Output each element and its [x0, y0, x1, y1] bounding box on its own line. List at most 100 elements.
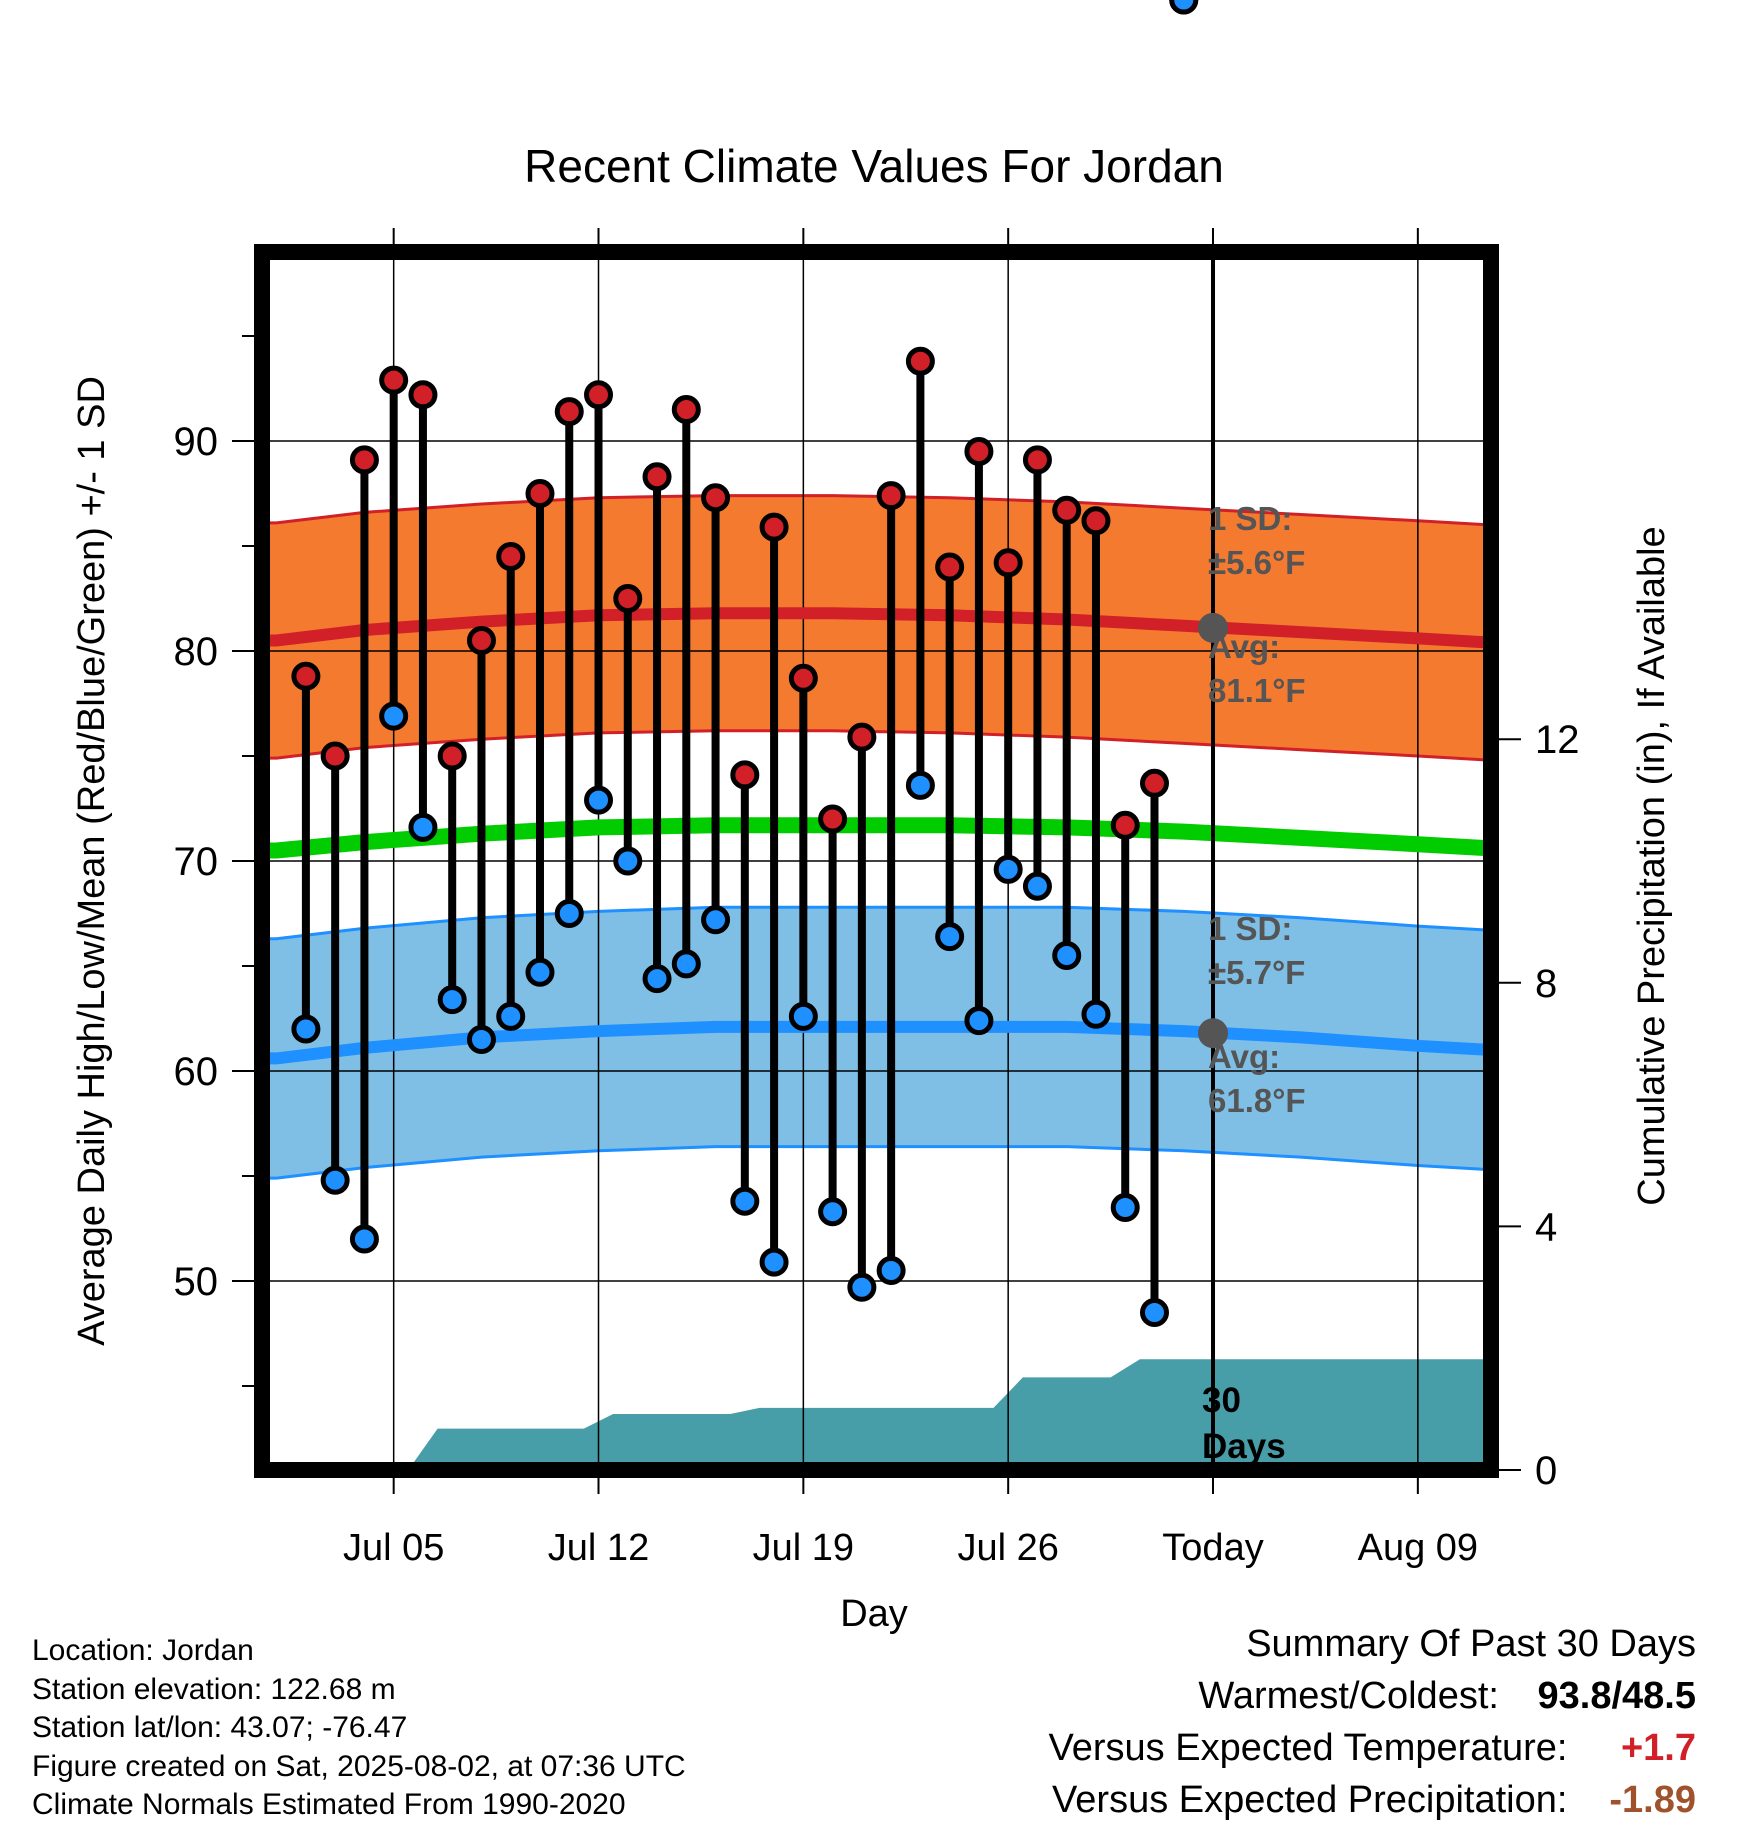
y2-tick-label: 4	[1535, 1205, 1557, 1249]
low-point	[584, 785, 614, 815]
high-point	[818, 804, 848, 834]
high-sd-label: 1 SD:	[1208, 500, 1292, 537]
high-point	[876, 481, 906, 511]
high-avg-marker	[1198, 612, 1229, 643]
precip-area	[262, 1359, 1491, 1470]
x-tick-label: Aug 09	[1358, 1527, 1478, 1569]
high-point	[379, 365, 409, 395]
grid-lines	[262, 252, 1491, 1470]
low-point	[818, 1197, 848, 1227]
high-point	[847, 722, 877, 752]
summary-warmest-coldest: Warmest/Coldest: 93.8/48.5	[1049, 1670, 1696, 1722]
created-text: Figure created on Sat, 2025-08-02, at 07…	[32, 1749, 686, 1783]
y2-tick-label: 12	[1535, 718, 1580, 762]
low-point	[613, 846, 643, 876]
warmest-coldest-value: 93.8/48.5	[1537, 1675, 1696, 1717]
y-tick-label: 60	[174, 1050, 219, 1094]
high-point	[466, 626, 496, 655]
low-point	[320, 1165, 350, 1195]
y-tick-label: 90	[174, 420, 219, 464]
low-point	[437, 985, 467, 1015]
high-sd-value: ±5.6°F	[1208, 544, 1305, 581]
low-avg-label: Avg:	[1208, 1038, 1280, 1075]
low-point	[671, 949, 701, 979]
temp-label: Versus Expected Temperature:	[1048, 1727, 1568, 1769]
precip-label: Versus Expected Precipitation:	[1052, 1779, 1568, 1821]
low-point	[379, 701, 409, 731]
high-point	[554, 397, 584, 427]
low-point	[905, 770, 935, 800]
summary-precip: Versus Expected Precipitation: -1.89	[1049, 1774, 1696, 1826]
high-point	[935, 552, 965, 582]
high-point	[788, 663, 818, 693]
high-point	[291, 661, 321, 691]
low-point	[525, 957, 555, 987]
x-tick-label: Jul 26	[957, 1527, 1058, 1569]
summary-panel: Summary Of Past 30 Days Warmest/Coldest:…	[1049, 1618, 1696, 1826]
precip-value: -1.89	[1609, 1779, 1696, 1821]
high-point	[993, 548, 1023, 578]
high-point	[759, 512, 789, 542]
precip-cumulative-area	[262, 1359, 1491, 1470]
low-point	[847, 1272, 877, 1302]
x-tick-label: Jul 05	[343, 1527, 444, 1569]
warmest-coldest-label: Warmest/Coldest:	[1198, 1675, 1499, 1717]
high-point	[1052, 495, 1082, 525]
low-point	[554, 899, 584, 928]
mean-normal-line	[262, 817, 1491, 859]
y-axis-label: Average Daily High/Low/Mean (Red/Blue/Gr…	[71, 376, 113, 1346]
low-point	[964, 1006, 994, 1036]
high-point	[964, 437, 994, 466]
temp-value: +1.7	[1620, 1727, 1696, 1769]
low-point	[408, 812, 438, 842]
low-point	[935, 922, 965, 952]
low-point	[788, 1001, 818, 1031]
latlon-text: Station lat/lon: 43.07; -76.47	[32, 1711, 408, 1744]
precip-days-number: 30	[1202, 1381, 1241, 1420]
high-point	[1139, 768, 1169, 798]
low-point	[876, 1256, 906, 1285]
high-point	[1081, 506, 1111, 536]
low-point	[1052, 941, 1082, 970]
low-point	[291, 1014, 321, 1044]
axes: 50 60 70 80 90 0 4 8 12 Jul 05 Jul 12 Jul 19 Jul 26 T…	[174, 228, 1580, 1569]
low-sd-label: 1 SD:	[1208, 910, 1292, 947]
high-point	[905, 346, 935, 376]
high-avg-value: 81.1°F	[1208, 672, 1306, 709]
low-point	[1139, 1298, 1169, 1327]
high-point	[730, 760, 760, 790]
low-point	[642, 964, 672, 994]
high-point	[701, 483, 731, 513]
low-point	[1169, 0, 1199, 15]
high-avg-label: Avg:	[1208, 628, 1280, 665]
high-point	[642, 462, 672, 492]
low-point	[993, 854, 1023, 884]
high-point	[584, 380, 614, 410]
low-sd-band	[262, 905, 1491, 1180]
high-point	[1110, 810, 1140, 840]
x-tick-label: Today	[1162, 1527, 1263, 1569]
high-point	[408, 380, 438, 410]
low-point	[759, 1247, 789, 1277]
x-tick-label: Jul 19	[753, 1527, 854, 1569]
chart-title: Recent Climate Values For Jordan	[524, 140, 1224, 192]
plot-frame	[254, 244, 1499, 1478]
low-point	[701, 905, 731, 935]
high-point	[496, 542, 526, 571]
normals-text: Climate Normals Estimated From 1990-2020	[32, 1788, 626, 1821]
high-point	[320, 741, 350, 771]
low-avg-marker	[1198, 1018, 1229, 1049]
elevation-text: Station elevation: 122.68 m	[32, 1672, 396, 1706]
high-point	[671, 395, 701, 424]
precip-days-label: Days	[1202, 1427, 1286, 1466]
high-point	[525, 479, 555, 508]
low-point	[730, 1186, 760, 1216]
low-avg-value: 61.8°F	[1208, 1082, 1306, 1119]
low-point	[349, 1224, 379, 1254]
high-point	[349, 445, 379, 475]
low-point	[1022, 871, 1052, 901]
low-point	[1081, 999, 1111, 1029]
x-tick-label: Jul 12	[548, 1527, 649, 1569]
high-point	[437, 741, 467, 771]
